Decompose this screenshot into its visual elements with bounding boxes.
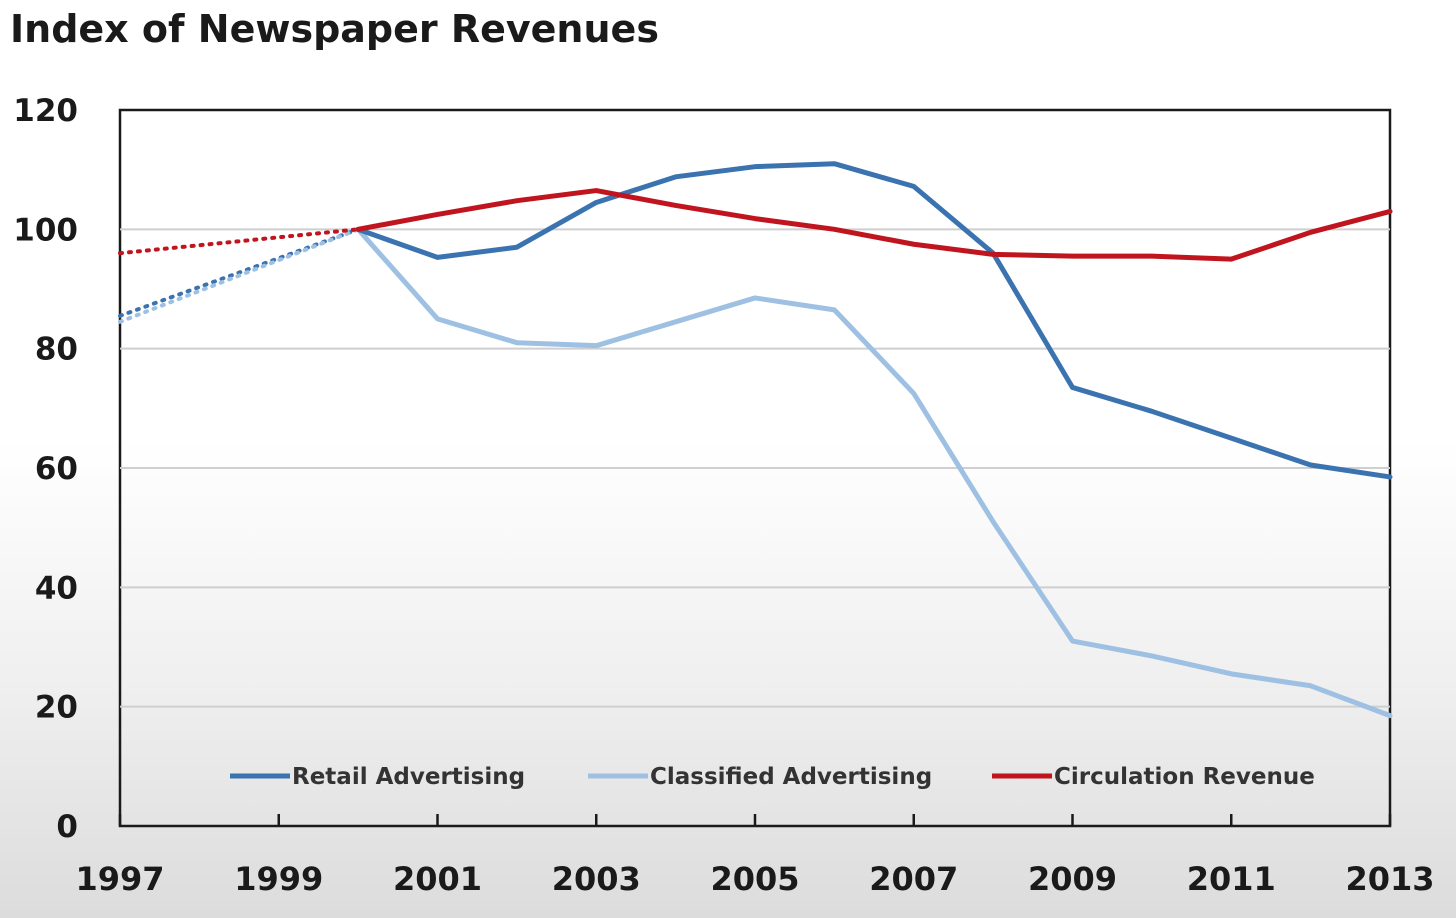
y-tick-label: 40: [35, 570, 78, 606]
legend-label: Circulation Revenue: [1054, 764, 1315, 790]
x-tick-label: 2009: [1028, 860, 1117, 898]
legend-label: Retail Advertising: [292, 764, 525, 790]
y-tick-label: 80: [35, 332, 78, 368]
series-projection-1: [118, 227, 361, 324]
y-axis-ticks: 0 20 40 60 80 100 120: [13, 93, 78, 845]
chart-title: Index of Newspaper Revenues: [10, 7, 659, 51]
x-tick-label: 2005: [710, 860, 799, 898]
gridlines: [120, 228, 1390, 708]
x-tick-label: 2003: [552, 860, 641, 898]
y-tick-label: 100: [13, 212, 78, 248]
series-lines: [118, 161, 1393, 719]
x-tick-label: 1997: [75, 860, 164, 898]
legend: Retail Advertising Classified Advertising…: [230, 764, 1315, 790]
series-line-2: [355, 188, 1393, 262]
series-line-0: [355, 161, 1393, 480]
y-tick-label: 20: [35, 690, 78, 726]
x-tick-label: 2011: [1187, 860, 1276, 898]
y-tick-label: 120: [13, 93, 78, 129]
series-projection-0: [118, 227, 361, 318]
y-tick-label: 0: [56, 809, 78, 845]
series-line-1: [355, 226, 1393, 719]
x-tick-label: 2001: [393, 860, 482, 898]
x-tick-label: 2013: [1345, 860, 1434, 898]
series-projection-2: [118, 227, 361, 256]
legend-label: Classified Advertising: [650, 764, 932, 790]
x-tick-label: 2007: [869, 860, 958, 898]
x-axis-ticks: 1997 1999 2001 2003 2005 2007 2009 2011 2013: [75, 814, 1435, 898]
x-tick-label: 1999: [234, 860, 323, 898]
y-tick-label: 60: [35, 451, 78, 487]
